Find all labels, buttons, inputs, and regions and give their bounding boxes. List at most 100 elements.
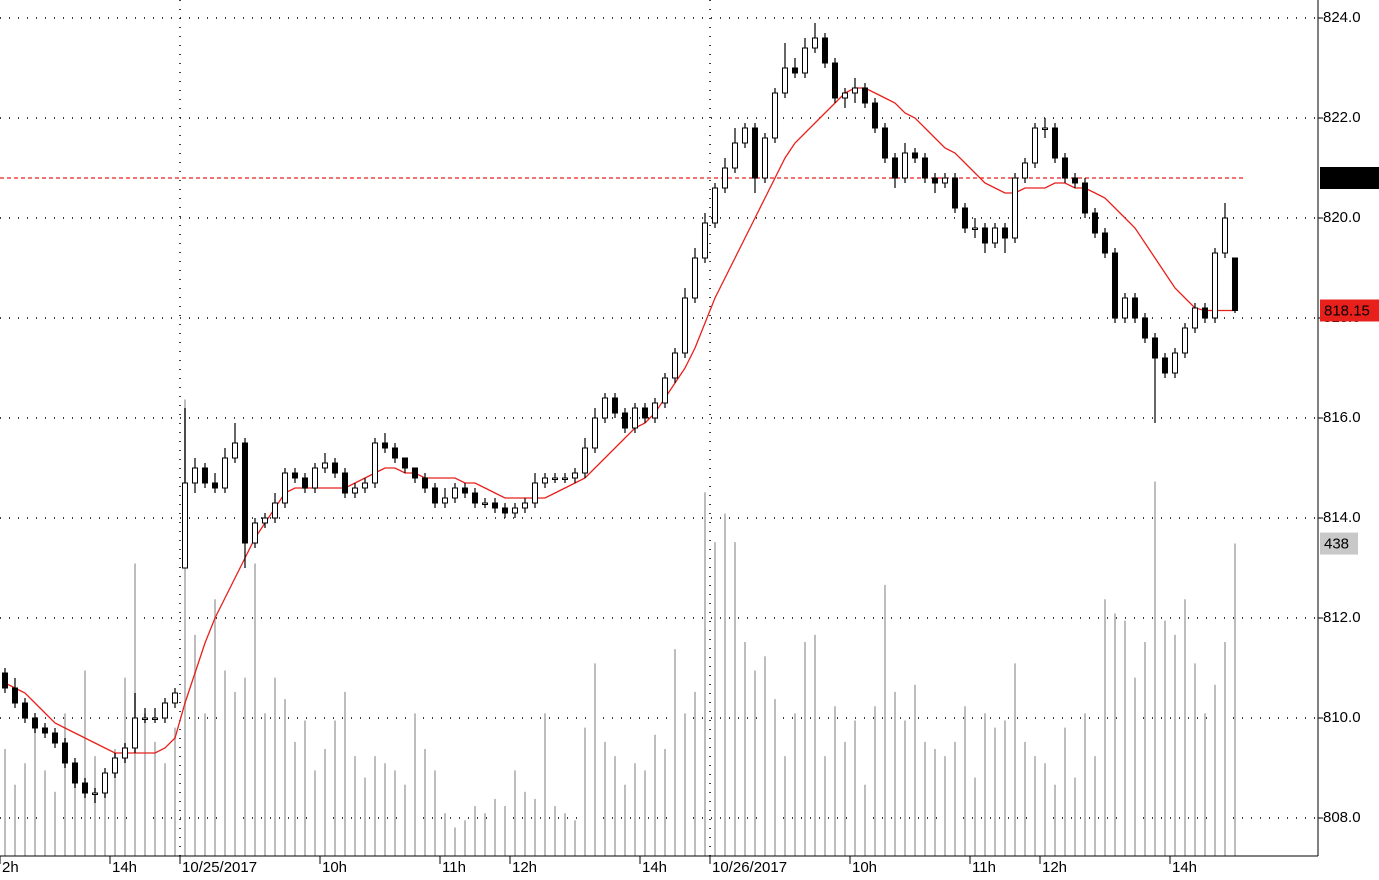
candle-body (462, 487, 468, 494)
reference-label-bg (1320, 167, 1379, 189)
candle-body (232, 442, 238, 459)
x-tick-label: 14h (1172, 859, 1197, 876)
candle-body (672, 352, 678, 379)
candle-body (802, 47, 808, 74)
candle-body (102, 772, 108, 794)
candle-body (1092, 212, 1098, 234)
candle-body (1072, 177, 1078, 184)
candle-body (192, 467, 198, 484)
candle-body (1052, 127, 1058, 159)
candle-body (172, 692, 178, 704)
candle-body (1082, 182, 1088, 214)
candle-body (342, 472, 348, 494)
candle-body (402, 457, 408, 469)
candle-body (442, 497, 448, 504)
candle-body (952, 177, 958, 209)
candle-body (832, 62, 838, 99)
candle-body (732, 142, 738, 169)
candle-body (1132, 297, 1138, 319)
candle-body (1012, 177, 1018, 239)
candle-body (262, 517, 268, 524)
candle-body (142, 717, 148, 720)
candle-body (422, 477, 428, 489)
candle-body (1202, 307, 1208, 319)
candle-body (922, 157, 928, 179)
candle-body (382, 442, 388, 449)
candle-body (352, 487, 358, 494)
candle-body (1172, 352, 1178, 374)
candle-body (992, 227, 998, 244)
candle-body (482, 502, 488, 505)
x-tick-label: 2h (2, 859, 19, 876)
candle-body (722, 167, 728, 189)
candle-body (242, 442, 248, 544)
candle-body (812, 37, 818, 49)
candle-body (302, 477, 308, 489)
candle-body (602, 397, 608, 419)
candle-body (932, 177, 938, 184)
candle-body (942, 177, 948, 184)
candle-body (1032, 127, 1038, 164)
candle-body (1152, 337, 1158, 359)
last-price-label-text: 818.15 (1324, 302, 1370, 319)
y-tick-label: 808.0 (1323, 809, 1361, 826)
candle-body (642, 407, 648, 419)
x-tick-label: 14h (112, 859, 137, 876)
y-tick-label: 820.0 (1323, 209, 1361, 226)
candle-body (652, 402, 658, 419)
x-tick-label: 14h (642, 859, 667, 876)
candle-body (582, 447, 588, 474)
candle-body (612, 397, 618, 414)
candle-body (92, 792, 98, 795)
candle-body (282, 472, 288, 504)
candle-body (522, 502, 528, 509)
candle-body (312, 467, 318, 489)
candle-body (762, 137, 768, 179)
y-tick-label: 822.0 (1323, 109, 1361, 126)
candle-body (2, 672, 8, 689)
candle-body (862, 87, 868, 104)
candle-body (632, 407, 638, 429)
candle-body (502, 507, 508, 514)
candle-body (892, 157, 898, 179)
candle-body (692, 257, 698, 299)
candle-body (1022, 162, 1028, 179)
candle-body (1122, 297, 1128, 319)
candle-body (1232, 257, 1238, 311)
candle-body (912, 152, 918, 159)
candle-body (112, 757, 118, 774)
candle-body (372, 442, 378, 484)
candle-body (742, 127, 748, 144)
reference-label: 820.8 (1320, 167, 1379, 189)
x-tick-label: 10/25/2017 (182, 859, 257, 876)
candle-body (82, 782, 88, 794)
volume-label: 438 (1320, 532, 1358, 555)
x-tick-label: 10h (852, 859, 877, 876)
candle-body (202, 467, 208, 484)
candle-body (1182, 327, 1188, 354)
candle-body (332, 462, 338, 474)
candle-body (782, 67, 788, 94)
candle-body (1192, 307, 1198, 329)
candle-body (12, 687, 18, 704)
volume-label-text: 438 (1324, 536, 1349, 553)
candle-body (982, 227, 988, 244)
candle-body (182, 482, 188, 569)
candle-body (252, 522, 258, 544)
x-tick-label: 11h (972, 859, 996, 876)
candle-body (972, 227, 978, 230)
volume-label-bg (1320, 532, 1358, 555)
candle-body (962, 207, 968, 229)
candle-body (22, 702, 28, 719)
candle-body (1002, 227, 1008, 239)
last-price-label: 818.15 (1320, 299, 1379, 322)
candle-body (562, 477, 568, 480)
candle-body (492, 502, 498, 509)
candle-body (392, 447, 398, 459)
candle-body (872, 102, 878, 129)
candle-body (212, 482, 218, 489)
candle-body (152, 717, 158, 720)
candle-body (432, 487, 438, 504)
candle-body (1102, 232, 1108, 254)
